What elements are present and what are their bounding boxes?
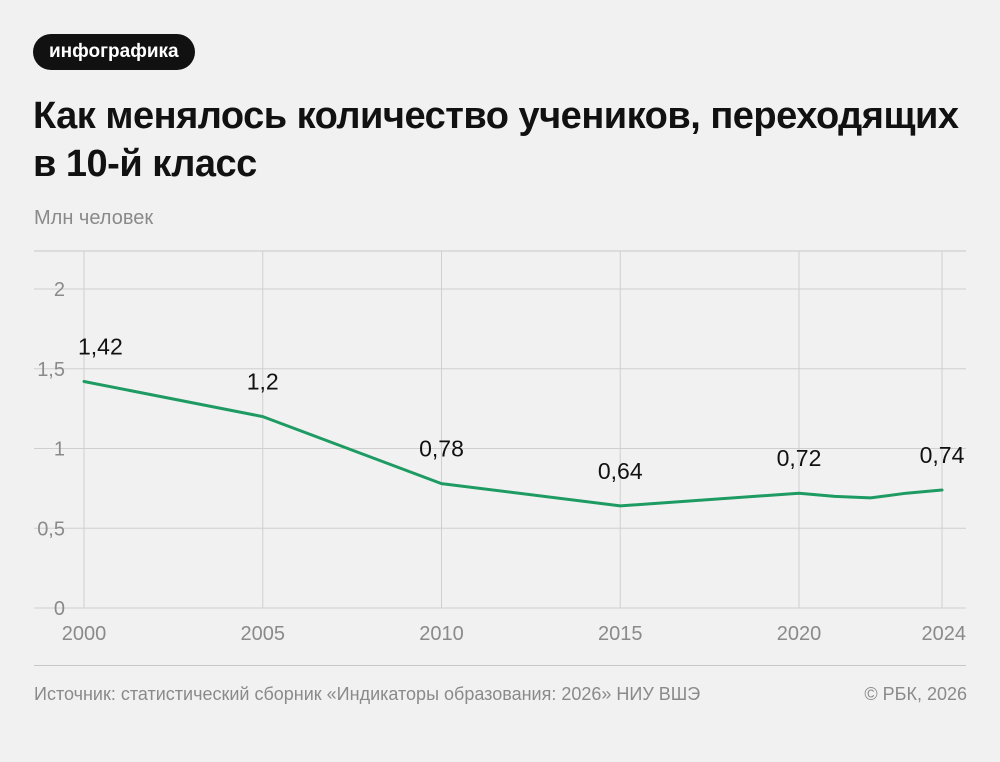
footer-divider bbox=[34, 665, 966, 666]
series-line bbox=[82, 380, 944, 508]
chart-title: Как менялось количество учеников, перехо… bbox=[33, 95, 959, 185]
y-tick-label: 0 bbox=[54, 598, 65, 620]
x-tick-label: 2005 bbox=[241, 623, 286, 645]
data-label: 1,42 bbox=[78, 334, 123, 360]
source-note: Источник: статистический сборник «Индика… bbox=[34, 684, 701, 704]
x-tick-label: 2024 bbox=[922, 623, 967, 645]
grid bbox=[34, 250, 966, 609]
y-tick-label: 1 bbox=[54, 439, 65, 461]
infographic-tag: инфографика bbox=[33, 34, 195, 70]
x-tick-label: 2010 bbox=[419, 623, 464, 645]
x-tick-label: 2015 bbox=[598, 623, 643, 645]
data-label: 0,78 bbox=[419, 436, 464, 462]
y-axis-unit-label: Млн человек bbox=[34, 207, 154, 229]
data-labels: 1,42 1,2 0,78 0,64 0,72 0,74 bbox=[78, 334, 965, 484]
x-tick-label: 2020 bbox=[777, 623, 822, 645]
x-tick-label: 2000 bbox=[62, 623, 107, 645]
y-tick-label: 1,5 bbox=[37, 359, 65, 381]
copyright: © РБК, 2026 bbox=[864, 684, 967, 704]
series bbox=[82, 380, 944, 508]
axes: 0 0,5 1 1,5 2 2000 2005 2010 2015 2020 2024 bbox=[37, 279, 966, 645]
data-label: 0,72 bbox=[777, 445, 822, 471]
y-tick-label: 2 bbox=[54, 279, 65, 301]
y-tick-label: 0,5 bbox=[37, 518, 65, 540]
data-label: 0,64 bbox=[598, 458, 643, 484]
data-label: 0,74 bbox=[920, 442, 965, 468]
data-label: 1,2 bbox=[247, 369, 279, 395]
